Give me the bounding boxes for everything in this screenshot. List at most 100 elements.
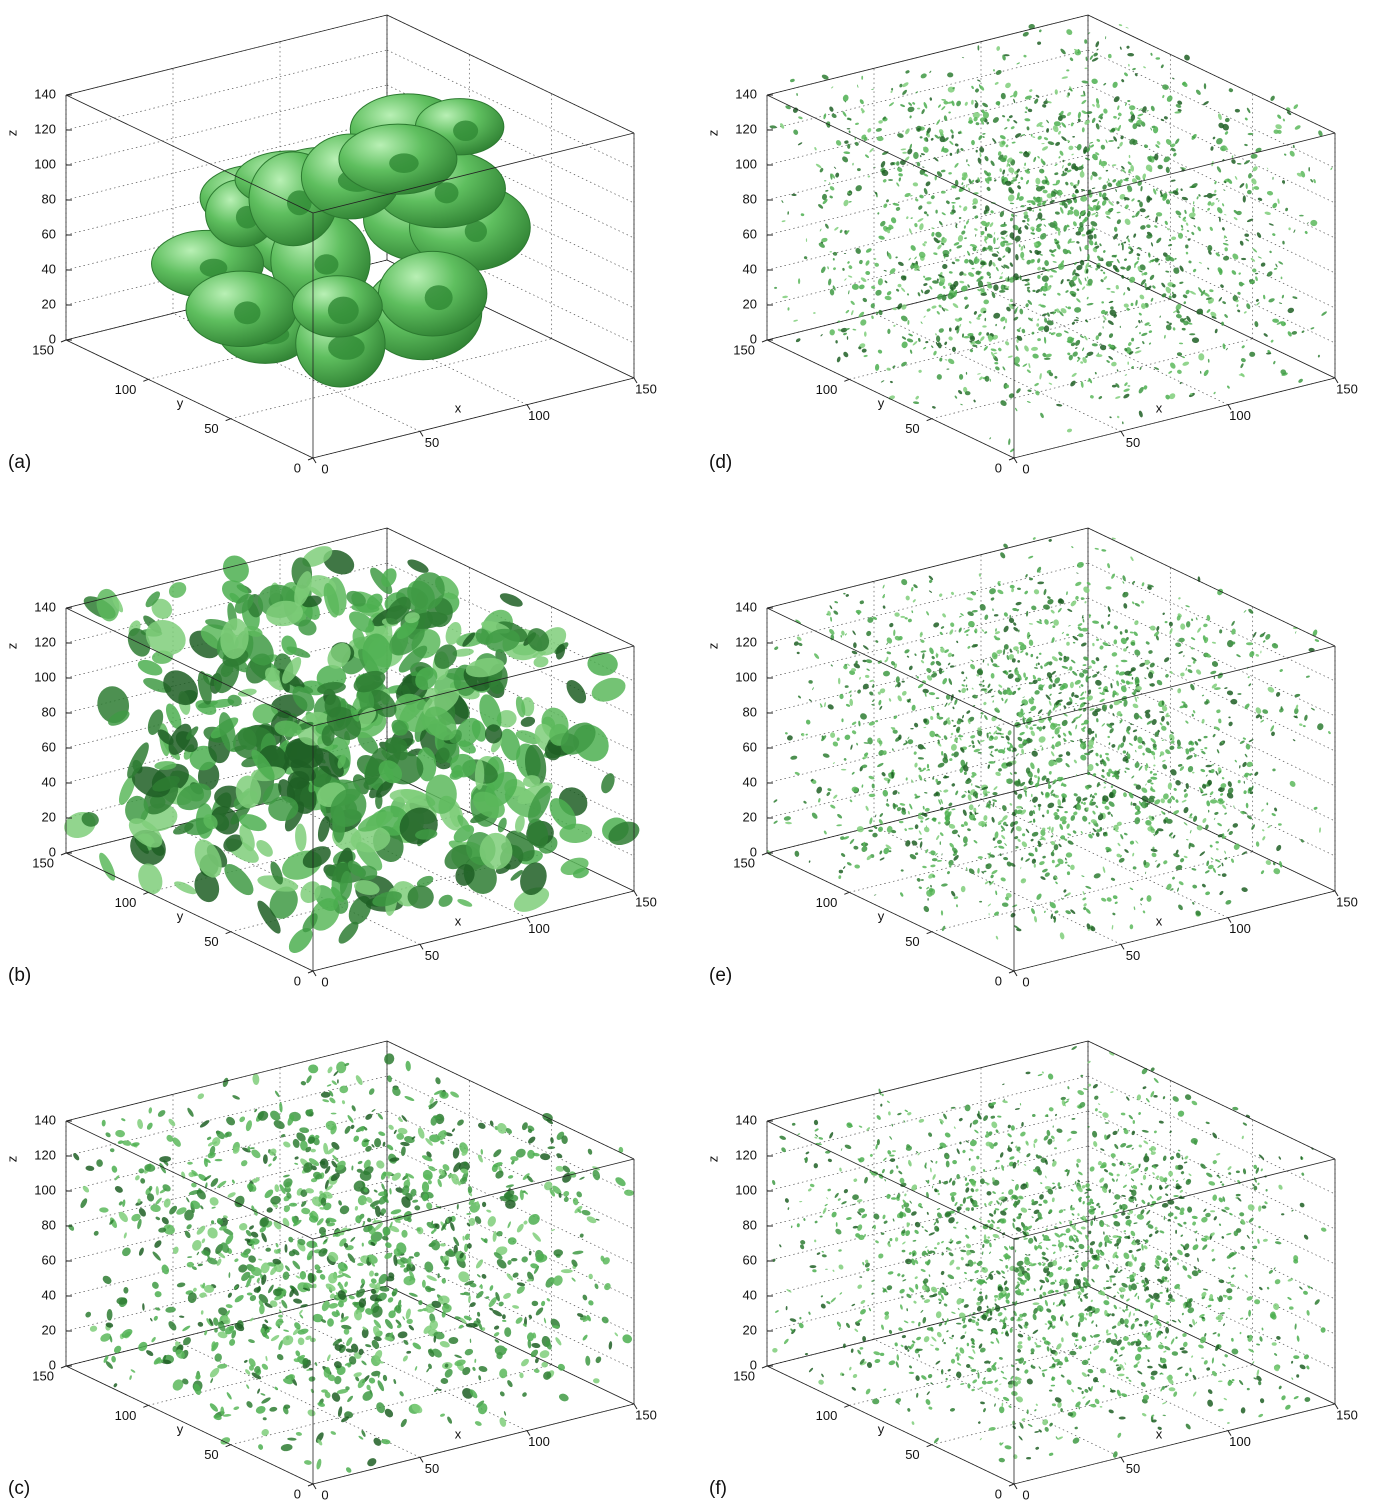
isosurface-fragment bbox=[319, 1273, 327, 1281]
isosurface-fragment bbox=[936, 335, 941, 342]
isosurface-fragment bbox=[1110, 306, 1114, 310]
isosurface-fragment bbox=[1058, 692, 1062, 694]
isosurface-fragment bbox=[194, 1373, 202, 1381]
isosurface-fragment bbox=[992, 792, 997, 795]
isosurface-fragment bbox=[948, 802, 953, 807]
isosurface-fragment bbox=[186, 1197, 191, 1203]
isosurface-fragment bbox=[833, 258, 835, 261]
isosurface-fragment bbox=[834, 601, 838, 604]
isosurface-fragment bbox=[974, 88, 979, 94]
isosurface-fragment bbox=[1106, 360, 1110, 364]
isosurface-fragment bbox=[148, 1107, 152, 1114]
isosurface-fragment bbox=[900, 340, 908, 349]
isosurface-fragment bbox=[833, 267, 837, 271]
isosurface-fragment bbox=[1117, 146, 1120, 149]
isosurface-fragment bbox=[988, 587, 997, 595]
isosurface-fragment bbox=[1241, 345, 1245, 349]
isosurface-fragment bbox=[1204, 747, 1207, 750]
isosurface-fragment bbox=[1015, 387, 1021, 394]
isosurface-fragment bbox=[268, 1163, 273, 1167]
isosurface-fragment bbox=[1179, 281, 1184, 284]
isosurface-fragment bbox=[1189, 683, 1195, 691]
isosurface-fragment bbox=[250, 1147, 255, 1149]
isosurface-fragment bbox=[859, 318, 868, 327]
isosurface-fragment bbox=[1043, 224, 1046, 227]
isosurface-fragment bbox=[1082, 585, 1091, 594]
isosurface-fragment bbox=[940, 626, 944, 630]
isosurface-fragment bbox=[1205, 870, 1211, 875]
isosurface-fragment bbox=[840, 635, 842, 638]
isosurface-fragment bbox=[961, 794, 967, 799]
isosurface-fragment bbox=[1086, 694, 1094, 702]
isosurface-fragment bbox=[274, 1386, 279, 1391]
isosurface-fragment bbox=[1066, 852, 1073, 858]
isosurface-fragment bbox=[919, 223, 925, 231]
isosurface-fragment bbox=[1263, 333, 1268, 338]
isosurface-fragment bbox=[1106, 896, 1113, 902]
isosurface-fragment bbox=[990, 874, 994, 879]
isosurface-fragment bbox=[496, 1230, 504, 1237]
isosurface-fragment bbox=[1182, 294, 1188, 299]
isosurface-fragment bbox=[540, 1300, 545, 1306]
box-edge bbox=[66, 1366, 313, 1484]
isosurface-fragment bbox=[1121, 660, 1128, 663]
isosurface-fragment bbox=[986, 271, 992, 277]
isosurface-fragment bbox=[1092, 620, 1099, 624]
isosurface-fragment bbox=[1095, 733, 1097, 737]
isosurface-fragment bbox=[504, 1327, 511, 1337]
x-axis-label: x bbox=[455, 1426, 462, 1441]
isosurface-fragment bbox=[900, 287, 905, 293]
isosurface-fragment bbox=[1012, 904, 1018, 908]
isosurface-fragment bbox=[117, 1210, 130, 1224]
isosurface-fragment bbox=[196, 1251, 199, 1255]
isosurface-fragment bbox=[1224, 812, 1227, 815]
isosurface-fragment bbox=[832, 740, 839, 747]
isosurface-fragment bbox=[587, 1299, 594, 1306]
isosurface-fragment bbox=[1013, 90, 1019, 98]
isosurface-fragment bbox=[1017, 838, 1021, 842]
isosurface-fragment bbox=[977, 157, 982, 164]
isosurface-fragment bbox=[506, 1379, 514, 1388]
isosurface-hole bbox=[328, 335, 365, 360]
y-tick-label: 100 bbox=[816, 382, 838, 397]
isosurface-fragment bbox=[1146, 233, 1153, 239]
isosurface-fragment bbox=[847, 144, 850, 149]
isosurface-fragment bbox=[1056, 332, 1063, 337]
isosurface-fragment bbox=[283, 1174, 290, 1178]
isosurface-fragment bbox=[614, 1175, 628, 1188]
y-tick bbox=[226, 419, 231, 421]
isosurface-fragment bbox=[558, 1392, 570, 1402]
y-axis-label: y bbox=[177, 395, 184, 410]
z-tick-label: 60 bbox=[42, 1252, 56, 1267]
y-tick-label: 150 bbox=[32, 855, 54, 870]
isosurface-fragment bbox=[918, 369, 922, 373]
isosurface-fragment bbox=[842, 111, 847, 118]
isosurface-fragment bbox=[1183, 822, 1188, 826]
isosurface-fragment bbox=[1240, 357, 1246, 363]
isosurface-fragment bbox=[579, 1233, 584, 1238]
isosurface-fragment bbox=[1223, 189, 1226, 191]
isosurface-fragment bbox=[936, 310, 940, 315]
isosurface-fragment bbox=[276, 1353, 285, 1362]
isosurface-fragment bbox=[1065, 28, 1073, 36]
isosurface-fragment bbox=[1084, 67, 1087, 69]
isosurface-fragment bbox=[1311, 707, 1316, 711]
isosurface-fragment bbox=[256, 1277, 260, 1283]
z-tick-label: 60 bbox=[42, 226, 56, 241]
isosurface-fragment bbox=[1150, 297, 1153, 302]
z-tick-label: 100 bbox=[735, 156, 757, 171]
isosurface-fragment bbox=[1125, 264, 1132, 271]
isosurface-fragment bbox=[920, 136, 923, 138]
isosurface-fragment bbox=[1007, 730, 1012, 736]
isosurface-fragment bbox=[1050, 913, 1053, 919]
isosurface-fragment bbox=[907, 293, 910, 296]
isosurface-fragment bbox=[1120, 46, 1123, 50]
isosurface-fragment bbox=[952, 706, 955, 709]
isosurface-fragment bbox=[1124, 204, 1130, 210]
isosurface-fragment bbox=[890, 161, 895, 166]
isosurface-fragment bbox=[847, 128, 851, 129]
y-tick-label: 100 bbox=[115, 895, 137, 910]
isosurface-fragment bbox=[1142, 173, 1147, 179]
isosurface-fragment bbox=[969, 348, 974, 353]
isosurface-fragment bbox=[1289, 150, 1296, 158]
